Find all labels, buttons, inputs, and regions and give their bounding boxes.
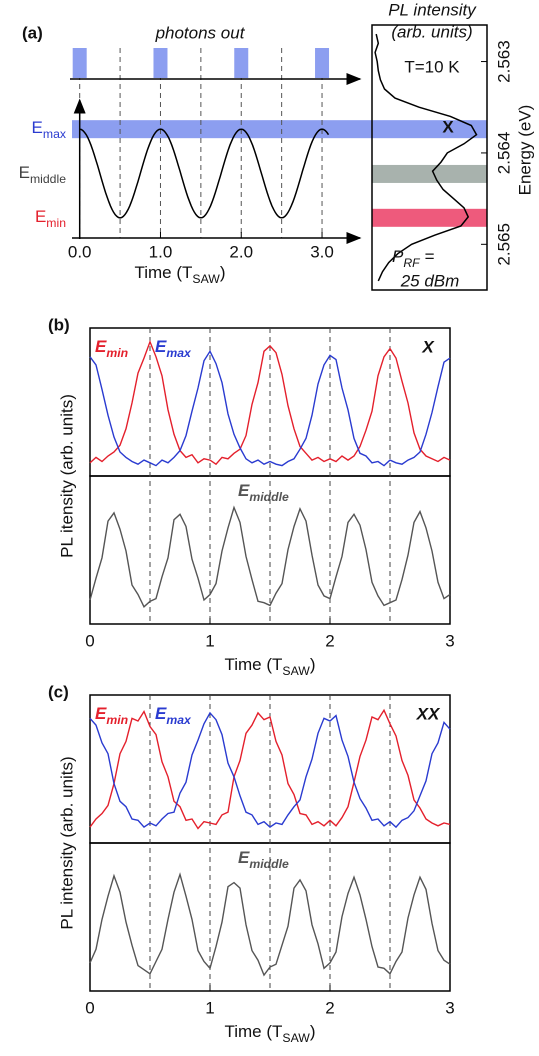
x-axis-label-part: Time (T: [224, 655, 282, 674]
x-axis-label-part: Time (T: [134, 263, 192, 282]
energy-band: [372, 208, 487, 227]
x-axis-label-part: ): [310, 655, 316, 674]
series-line: [89, 711, 451, 829]
legend-label-part: E: [155, 704, 167, 723]
energy-band: [372, 164, 487, 183]
legend-label-part: middle: [249, 490, 289, 504]
photon-pulse: [234, 48, 249, 78]
annotation: XX: [416, 704, 441, 723]
photon-pulse: [153, 48, 168, 78]
level-label-part: min: [46, 216, 66, 230]
legend-label-part: E: [155, 337, 167, 356]
photons-title: photons out: [155, 23, 246, 42]
panel-label: (b): [48, 315, 70, 334]
level-label: Emin: [35, 207, 66, 230]
x-tick-label: 1: [205, 631, 214, 650]
legend-label-part: E: [95, 337, 107, 356]
x-axis-label-part: ): [310, 1022, 316, 1041]
legend-label-part: middle: [249, 857, 289, 871]
panel-label: (c): [48, 682, 69, 701]
peak-label: X: [442, 117, 454, 136]
level-label-part: middle: [30, 172, 66, 186]
energy-band: [72, 120, 487, 139]
legend-label: Emiddle: [238, 481, 289, 504]
x-tick-label: 3.0: [310, 242, 334, 261]
x-tick-label: 0.0: [68, 242, 92, 261]
legend-label-part: max: [166, 713, 192, 727]
power-label-part: RF: [403, 256, 421, 270]
temperature: T=10 K: [404, 57, 460, 76]
x-tick-label: 3: [445, 631, 454, 650]
photon-pulse: [315, 48, 330, 78]
y-axis-label: PL intensity (arb. units): [57, 756, 76, 929]
x-tick-label: 2.0: [229, 242, 253, 261]
level-label-part: max: [43, 127, 66, 141]
spectrum-line: [374, 33, 478, 282]
level-label-part: E: [32, 119, 43, 138]
legend-label: Emax: [155, 704, 192, 727]
power-label-part: =: [420, 247, 435, 266]
x-tick-label: 0: [85, 631, 94, 650]
y-axis-label: Energy (eV): [515, 105, 534, 196]
x-axis-label-part: Time (T: [224, 1022, 282, 1041]
x-axis-label-part: SAW: [282, 1031, 310, 1045]
legend-label-part: E: [238, 848, 250, 867]
photon-pulse: [72, 48, 87, 78]
series-line: [89, 505, 451, 608]
power-label: PRF =: [392, 247, 434, 270]
legend-label: Emiddle: [238, 848, 289, 871]
x-axis-label: Time (TSAW): [224, 1022, 315, 1045]
series-line: [89, 708, 451, 830]
level-label: Emax: [32, 119, 66, 142]
series-line: [89, 349, 451, 467]
power-label-part: P: [392, 247, 404, 266]
spectrum-subtitle: (arb. units): [391, 22, 472, 41]
x-axis-label-part: SAW: [282, 664, 310, 678]
power-value: 25 dBm: [400, 271, 460, 290]
level-label-part: E: [35, 207, 46, 226]
y-tick-label: 2.564: [494, 132, 513, 175]
series-line: [89, 872, 451, 977]
x-tick-label: 1.0: [149, 242, 173, 261]
annotation: X: [421, 337, 435, 356]
x-axis-label: Time (TSAW): [224, 655, 315, 678]
legend-label: Emin: [95, 337, 128, 360]
x-tick-label: 2: [325, 631, 334, 650]
x-tick-label: 3: [445, 998, 454, 1017]
x-axis-label-part: SAW: [192, 272, 220, 286]
y-tick-label: 2.563: [494, 40, 513, 83]
x-tick-label: 1: [205, 998, 214, 1017]
x-tick-label: 2: [325, 998, 334, 1017]
legend-label: Emin: [95, 704, 128, 727]
level-label-part: E: [19, 163, 30, 182]
x-axis-label-part: ): [220, 263, 226, 282]
spectrum-title: PL intensity: [388, 0, 477, 19]
spectrum-frame: [371, 24, 488, 291]
panel-label: (a): [22, 23, 43, 42]
legend-label-part: min: [106, 346, 128, 360]
series-line: [89, 339, 451, 466]
level-label: Emiddle: [19, 163, 67, 186]
y-tick-label: 2.565: [494, 223, 513, 266]
legend-label: Emax: [155, 337, 192, 360]
wave: [79, 128, 330, 219]
legend-label-part: max: [166, 346, 192, 360]
y-axis-label: PL itensity (arb. units): [57, 394, 76, 558]
legend-label-part: min: [106, 713, 128, 727]
legend-label-part: E: [95, 704, 107, 723]
x-tick-label: 0: [85, 998, 94, 1017]
legend-label-part: E: [238, 481, 250, 500]
x-axis-label: Time (TSAW): [134, 263, 225, 286]
